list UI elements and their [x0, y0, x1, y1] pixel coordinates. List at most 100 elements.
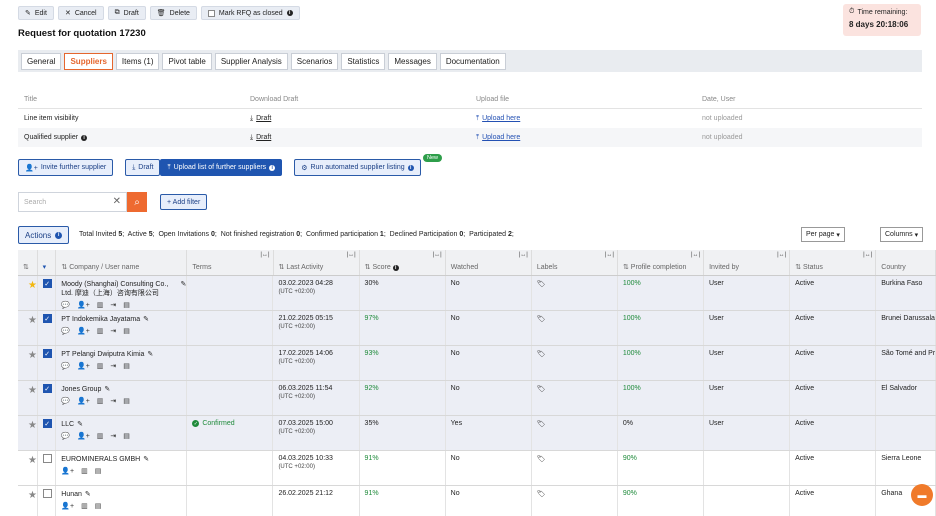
building-icon[interactable]: ▥: [96, 302, 104, 309]
add-user-icon[interactable]: 👤+: [61, 503, 75, 510]
add-user-icon[interactable]: 👤+: [76, 398, 90, 405]
per-page-dropdown[interactable]: Per page ▾: [801, 227, 845, 242]
building-icon[interactable]: ▥: [81, 503, 88, 510]
draft-button[interactable]: ⧉ Draft: [107, 6, 146, 20]
chat-icon[interactable]: 💬: [61, 328, 70, 335]
tab-general[interactable]: General: [21, 52, 62, 70]
row-checkbox[interactable]: ✓: [42, 349, 52, 358]
add-filter-button[interactable]: + Add filter: [160, 194, 208, 210]
search-button[interactable]: ⌕: [127, 192, 147, 212]
star-icon[interactable]: ★: [28, 350, 37, 361]
upload-list-button[interactable]: ⤒ Upload list of further suppliers i: [160, 159, 283, 176]
table-row[interactable]: ★ Hunan ✎ 👤+ ▥ ▤ 26.02.2025 21:12 91% No 🏷 90% Acti…: [18, 486, 936, 516]
upload-link[interactable]: Upload here: [482, 134, 521, 141]
col-labels[interactable]: Labels |↔|: [532, 250, 618, 275]
pencil-icon[interactable]: ✎: [77, 421, 83, 428]
select-all-toggle[interactable]: ▾: [38, 250, 57, 275]
actions-button[interactable]: Actions i: [18, 226, 70, 244]
table-row[interactable]: ★ ✓ Jones Group ✎ 💬 👤+ ▥ ⇥ ▤ 06.03.2025 11:54 (UTC…: [18, 381, 936, 416]
col-invited-by[interactable]: Invited by |↔|: [704, 250, 791, 275]
add-user-icon[interactable]: 👤+: [76, 328, 90, 335]
tab-suppliers[interactable]: Suppliers: [64, 52, 113, 70]
star-icon[interactable]: ★: [28, 315, 37, 326]
resize-icon[interactable]: |↔|: [863, 252, 873, 258]
run-automated-listing-button[interactable]: ⚙ Run automated supplier listing i: [294, 159, 421, 176]
resize-icon[interactable]: |↔|: [604, 252, 614, 258]
pencil-icon[interactable]: ✎: [104, 386, 111, 393]
login-icon[interactable]: ⇥: [110, 363, 117, 370]
invite-supplier-button[interactable]: 👤+ Invite further supplier: [18, 159, 114, 176]
add-user-icon[interactable]: 👤+: [76, 302, 90, 309]
id-card-icon[interactable]: ▤: [94, 468, 102, 475]
id-card-icon[interactable]: ▤: [123, 328, 130, 335]
company-name[interactable]: PT Pelangi Dwiputra Kimia: [61, 351, 145, 358]
id-card-icon[interactable]: ▤: [94, 503, 102, 510]
pencil-icon[interactable]: ✎: [84, 491, 91, 498]
add-user-icon[interactable]: 👤+: [61, 468, 75, 475]
sort-icon[interactable]: ⇅: [18, 250, 38, 275]
building-icon[interactable]: ▥: [96, 398, 104, 405]
col-score[interactable]: ⇅ Score i |↔|: [360, 250, 446, 275]
login-icon[interactable]: ⇥: [110, 398, 117, 405]
table-row[interactable]: ★ ✓ PT Pelangi Dwiputra Kimia ✎ 💬 👤+ ▥ ⇥ ▤ 17.02.…: [18, 346, 936, 381]
col-country[interactable]: Country: [876, 250, 936, 275]
login-icon[interactable]: ⇥: [110, 433, 117, 440]
col-last-activity[interactable]: ⇅ Last Activity |↔|: [274, 250, 360, 275]
pencil-icon[interactable]: ✎: [143, 316, 149, 323]
clear-icon[interactable]: ✕: [112, 196, 121, 207]
tab-messages[interactable]: Messages: [388, 52, 437, 70]
star-icon[interactable]: ★: [28, 385, 37, 396]
chat-icon[interactable]: 💬: [61, 302, 70, 309]
add-user-icon[interactable]: 👤+: [76, 363, 90, 370]
tab-pivot-table[interactable]: Pivot table: [162, 52, 212, 70]
col-watched[interactable]: Watched |↔|: [446, 250, 532, 275]
delete-button[interactable]: 🗑 Delete: [149, 6, 197, 20]
company-name[interactable]: Jones Group: [61, 386, 102, 393]
cancel-button[interactable]: ✕ Cancel: [57, 6, 104, 20]
tag-icon[interactable]: 🏷: [536, 316, 546, 323]
add-user-icon[interactable]: 👤+: [76, 433, 90, 440]
tag-icon[interactable]: 🏷: [536, 421, 546, 428]
download-draft-link[interactable]: Draft: [256, 115, 272, 122]
edit-button[interactable]: ✎ Edit: [18, 6, 54, 20]
mark-closed-toggle[interactable]: Mark RFQ as closed i: [200, 6, 300, 20]
row-checkbox[interactable]: ✓: [42, 314, 52, 323]
search-input[interactable]: Search ✕: [18, 192, 127, 212]
tag-icon[interactable]: 🏷: [536, 491, 546, 498]
company-name[interactable]: EUROMINERALS GMBH: [61, 456, 141, 463]
id-card-icon[interactable]: ▤: [123, 363, 130, 370]
resize-icon[interactable]: |↔|: [518, 252, 528, 258]
row-checkbox[interactable]: ✓: [42, 279, 52, 288]
company-name[interactable]: PT Indokemika Jayatama: [61, 316, 141, 323]
resize-icon[interactable]: |↔|: [690, 252, 701, 258]
tab-scenarios[interactable]: Scenarios: [290, 52, 339, 70]
table-row[interactable]: ★ ✓ Moody (Shanghai) Consulting Co., Ltd. …: [18, 276, 936, 311]
tab-documentation[interactable]: Documentation: [439, 52, 506, 70]
chat-icon[interactable]: 💬: [61, 363, 70, 370]
star-icon[interactable]: ★: [28, 455, 37, 466]
login-icon[interactable]: ⇥: [110, 302, 117, 309]
tag-icon[interactable]: 🏷: [536, 351, 546, 358]
pencil-icon[interactable]: ✎: [143, 456, 150, 463]
id-card-icon[interactable]: ▤: [123, 433, 130, 440]
chat-icon[interactable]: 💬: [61, 398, 70, 405]
company-name[interactable]: Hunan: [61, 491, 82, 498]
company-name[interactable]: LLC: [61, 421, 75, 428]
pencil-icon[interactable]: ✎: [147, 351, 154, 358]
company-name[interactable]: Moody (Shanghai) Consulting Co., Ltd. 摩迪…: [61, 281, 169, 297]
star-icon[interactable]: ★: [28, 420, 37, 431]
col-terms[interactable]: Terms |↔|: [187, 250, 274, 275]
row-checkbox[interactable]: ✓: [42, 384, 52, 393]
col-profile-completion[interactable]: ⇅ Profile completion |↔|: [618, 250, 705, 275]
id-card-icon[interactable]: ▤: [123, 398, 130, 405]
draft-download-button[interactable]: ⤓ Draft: [125, 159, 161, 176]
row-checkbox[interactable]: ✓: [42, 419, 52, 428]
columns-dropdown[interactable]: Columns ▾: [880, 227, 924, 242]
chat-icon[interactable]: 💬: [61, 433, 70, 440]
building-icon[interactable]: ▥: [96, 363, 104, 370]
tab-supplier-analysis[interactable]: Supplier Analysis: [214, 52, 288, 70]
tag-icon[interactable]: 🏷: [536, 281, 546, 288]
building-icon[interactable]: ▥: [96, 328, 104, 335]
table-row[interactable]: ★ ✓ LLC ✎ 💬 👤+ ▥ ⇥ ▤ ✓ Confirmed 07.03.2025 15:00 (U…: [18, 416, 936, 451]
star-icon[interactable]: ★: [28, 280, 37, 291]
